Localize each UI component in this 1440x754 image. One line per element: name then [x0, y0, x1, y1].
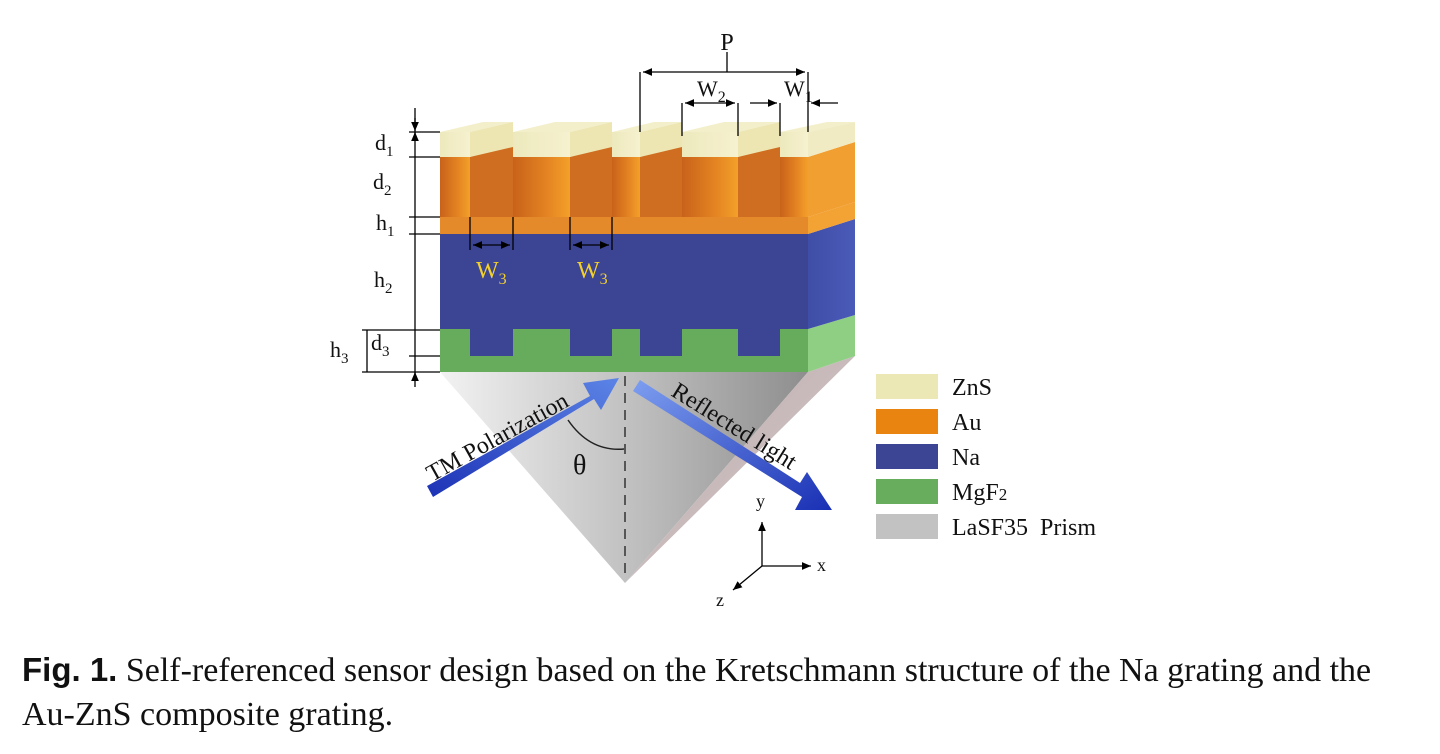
incident-light-arrow: [427, 378, 619, 497]
na-layer: [440, 219, 855, 356]
angle-arc: [567, 419, 625, 450]
legend-swatch-na: [876, 444, 938, 469]
legend-label-zns: ZnS: [952, 375, 992, 401]
coordinate-axes: [732, 522, 811, 591]
h2-label: h2: [374, 267, 393, 297]
composite-grating: [440, 122, 855, 217]
w1-label: W1: [784, 76, 813, 106]
w3-label-right: W3: [577, 258, 608, 288]
prism: [440, 356, 855, 583]
left-dimensions: [362, 108, 440, 387]
legend-label-mgf2: MgF2: [952, 480, 1007, 506]
prism-side-face: [625, 356, 855, 583]
sensor-diagram: P W2 W1 W3 W3 d1 d2 h1 h2 d3 h3 TM Polar…: [330, 30, 1096, 610]
period-label: P: [720, 30, 733, 56]
w2-label: W2: [697, 76, 726, 106]
axis-x-label: x: [817, 555, 826, 575]
caption-text: Self-referenced sensor design based on t…: [22, 652, 1372, 733]
legend-swatch-mgf2: [876, 479, 938, 504]
legend-label-au: Au: [952, 410, 981, 436]
legend-swatch-zns: [876, 374, 938, 399]
mgf2-layer: [440, 315, 855, 372]
d1-label: d1: [375, 130, 394, 160]
au-base-layer: [440, 202, 855, 234]
legend-label-na: Na: [952, 445, 980, 471]
d2-label: d2: [373, 169, 392, 199]
figure-caption: Fig. 1. Self-referenced sensor design ba…: [22, 648, 1427, 737]
legend-swatch-prism: [876, 514, 938, 539]
d3-label: d3: [371, 330, 390, 360]
axis-y-label: y: [756, 491, 765, 511]
prism-front-face: [440, 372, 808, 583]
h1-label: h1: [376, 210, 395, 240]
legend-swatch-au: [876, 409, 938, 434]
legend-label-prism: LaSF35 Prism: [952, 515, 1096, 541]
axis-z-label: z: [716, 590, 724, 610]
caption-label: Fig. 1.: [22, 651, 118, 688]
legend: ZnS Au Na MgF2 LaSF35 Prism: [876, 374, 1096, 541]
reflected-light-arrow: [633, 380, 832, 510]
angle-label: θ: [573, 450, 586, 481]
w3-dimensions: [469, 217, 613, 250]
h3-label: h3: [330, 337, 349, 367]
top-dimensions: [639, 52, 838, 136]
w3-label-left: W3: [476, 258, 507, 288]
